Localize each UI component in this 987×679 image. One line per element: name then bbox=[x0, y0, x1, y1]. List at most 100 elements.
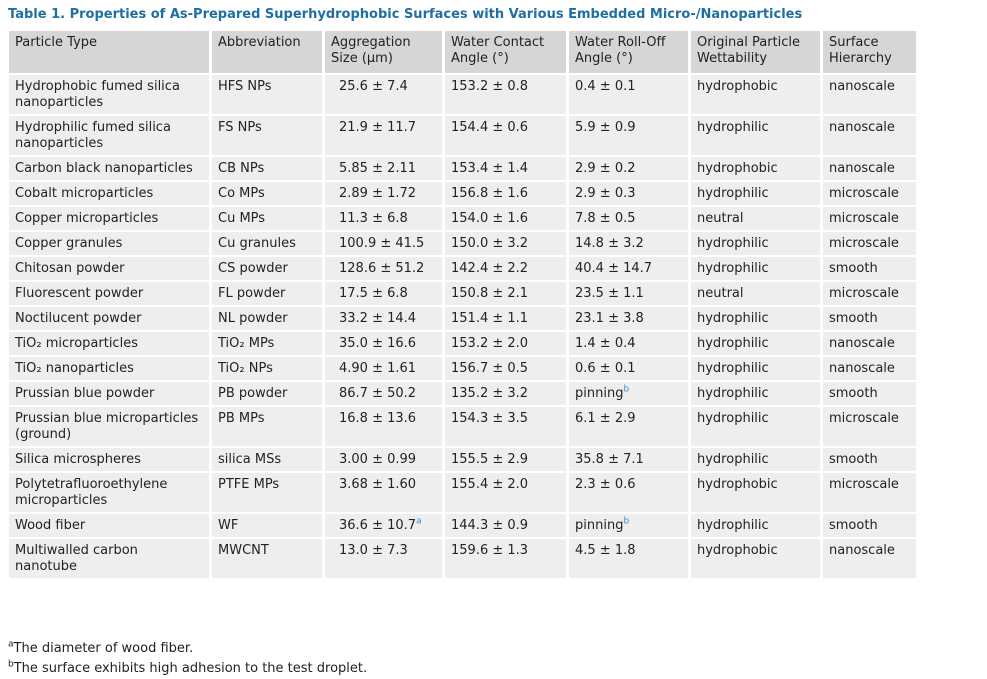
table-cell: smooth bbox=[823, 257, 916, 280]
column-header: Surface Hierarchy bbox=[823, 31, 916, 73]
table-cell: 11.3 ± 6.8 bbox=[325, 207, 442, 230]
column-header: Water Contact Angle (°) bbox=[445, 31, 566, 73]
table-cell: Fluorescent powder bbox=[9, 282, 209, 305]
table-cell: 0.6 ± 0.1 bbox=[569, 357, 688, 380]
footnotes: aThe diameter of wood fiber. bThe surface… bbox=[8, 639, 367, 679]
table-row: Silica microspheres silica MSs 3.00 ± 0.99… bbox=[9, 448, 916, 471]
table-cell: pinningb bbox=[569, 382, 688, 405]
cell-text: 36.6 ± 10.7 bbox=[339, 518, 417, 533]
table-cell: hydrophilic bbox=[691, 382, 820, 405]
table-cell: hydrophobic bbox=[691, 157, 820, 180]
table-row: TiO₂ nanoparticles TiO₂ NPs 4.90 ± 1.61 156… bbox=[9, 357, 916, 380]
table-cell: PB powder bbox=[212, 382, 322, 405]
table-cell: 35.8 ± 7.1 bbox=[569, 448, 688, 471]
table-cell: smooth bbox=[823, 448, 916, 471]
table-cell: nanoscale bbox=[823, 332, 916, 355]
table-cell: 144.3 ± 0.9 bbox=[445, 514, 566, 537]
table-cell: hydrophilic bbox=[691, 448, 820, 471]
table-row: Polytetrafluoroethylene microparticles PT… bbox=[9, 473, 916, 512]
table-cell: 135.2 ± 3.2 bbox=[445, 382, 566, 405]
footnote: aThe diameter of wood fiber. bbox=[8, 639, 367, 659]
footnote-text: The surface exhibits high adhesion to th… bbox=[13, 661, 368, 676]
table-cell: 2.9 ± 0.2 bbox=[569, 157, 688, 180]
table-row: TiO₂ microparticles TiO₂ MPs 35.0 ± 16.6 15… bbox=[9, 332, 916, 355]
table-row: Hydrophobic fumed silica nanoparticles HF… bbox=[9, 75, 916, 114]
table-title: Table 1. Properties of As-Prepared Super… bbox=[8, 7, 803, 22]
table-cell: 154.4 ± 0.6 bbox=[445, 116, 566, 155]
table-cell: 6.1 ± 2.9 bbox=[569, 407, 688, 446]
table-cell: PB MPs bbox=[212, 407, 322, 446]
table-cell: Hydrophobic fumed silica nanoparticles bbox=[9, 75, 209, 114]
table-row: Prussian blue powder PB powder 86.7 ± 50.2… bbox=[9, 382, 916, 405]
table-cell: 128.6 ± 51.2 bbox=[325, 257, 442, 280]
table-cell: hydrophobic bbox=[691, 473, 820, 512]
footnote-text: The diameter of wood fiber. bbox=[13, 641, 194, 656]
table-cell: 33.2 ± 14.4 bbox=[325, 307, 442, 330]
table-cell: nanoscale bbox=[823, 357, 916, 380]
table-cell: pinningb bbox=[569, 514, 688, 537]
table-row: Fluorescent powder FL powder 17.5 ± 6.8 150… bbox=[9, 282, 916, 305]
table-cell: hydrophilic bbox=[691, 116, 820, 155]
table-row: Chitosan powder CS powder 128.6 ± 51.2 142.… bbox=[9, 257, 916, 280]
footnote-mark: b bbox=[8, 659, 14, 670]
table-cell: Cobalt microparticles bbox=[9, 182, 209, 205]
table-cell: Cu MPs bbox=[212, 207, 322, 230]
table-cell: Silica microspheres bbox=[9, 448, 209, 471]
table-cell: 5.9 ± 0.9 bbox=[569, 116, 688, 155]
column-header: Water Roll-Off Angle (°) bbox=[569, 31, 688, 73]
table-cell: 155.5 ± 2.9 bbox=[445, 448, 566, 471]
table-cell: FL powder bbox=[212, 282, 322, 305]
table-cell: 153.2 ± 0.8 bbox=[445, 75, 566, 114]
table-cell: 86.7 ± 50.2 bbox=[325, 382, 442, 405]
table-cell: 3.68 ± 1.60 bbox=[325, 473, 442, 512]
table-cell: hydrophilic bbox=[691, 514, 820, 537]
table-cell: 21.9 ± 11.7 bbox=[325, 116, 442, 155]
table-cell: 36.6 ± 10.7a bbox=[325, 514, 442, 537]
cell-text: pinning bbox=[575, 386, 624, 401]
table-cell: TiO₂ nanoparticles bbox=[9, 357, 209, 380]
table-cell: smooth bbox=[823, 514, 916, 537]
column-header: Aggregation Size (µm) bbox=[325, 31, 442, 73]
table-row: Copper granules Cu granules 100.9 ± 41.5 15… bbox=[9, 232, 916, 255]
table-cell: HFS NPs bbox=[212, 75, 322, 114]
table-cell: 35.0 ± 16.6 bbox=[325, 332, 442, 355]
table-cell: TiO₂ microparticles bbox=[9, 332, 209, 355]
footnote-mark: b bbox=[623, 516, 630, 527]
table-cell: 40.4 ± 14.7 bbox=[569, 257, 688, 280]
table-cell: neutral bbox=[691, 207, 820, 230]
table-cell: nanoscale bbox=[823, 75, 916, 114]
table-cell: hydrophilic bbox=[691, 357, 820, 380]
table-cell: 159.6 ± 1.3 bbox=[445, 539, 566, 578]
table-cell: hydrophilic bbox=[691, 232, 820, 255]
table-cell: 1.4 ± 0.4 bbox=[569, 332, 688, 355]
table-cell: 4.90 ± 1.61 bbox=[325, 357, 442, 380]
table-cell: smooth bbox=[823, 382, 916, 405]
table-cell: CS powder bbox=[212, 257, 322, 280]
table-cell: nanoscale bbox=[823, 539, 916, 578]
table-cell: neutral bbox=[691, 282, 820, 305]
table-cell: Co MPs bbox=[212, 182, 322, 205]
table-cell: 0.4 ± 0.1 bbox=[569, 75, 688, 114]
table-cell: Carbon black nanoparticles bbox=[9, 157, 209, 180]
table-row: Cobalt microparticles Co MPs 2.89 ± 1.72 15… bbox=[9, 182, 916, 205]
table-row: Carbon black nanoparticles CB NPs 5.85 ± 2… bbox=[9, 157, 916, 180]
table-cell: microscale bbox=[823, 282, 916, 305]
table-cell: microscale bbox=[823, 207, 916, 230]
table-cell: hydrophilic bbox=[691, 332, 820, 355]
table-cell: hydrophobic bbox=[691, 539, 820, 578]
table-cell: nanoscale bbox=[823, 116, 916, 155]
footnote-mark: a bbox=[8, 639, 14, 650]
column-header: Abbreviation bbox=[212, 31, 322, 73]
cell-text: pinning bbox=[575, 518, 624, 533]
table-cell: 25.6 ± 7.4 bbox=[325, 75, 442, 114]
table-cell: TiO₂ MPs bbox=[212, 332, 322, 355]
table-cell: microscale bbox=[823, 407, 916, 446]
table-cell: hydrophilic bbox=[691, 257, 820, 280]
table-cell: 2.9 ± 0.3 bbox=[569, 182, 688, 205]
table-cell: 14.8 ± 3.2 bbox=[569, 232, 688, 255]
table-cell: Prussian blue powder bbox=[9, 382, 209, 405]
table-cell: CB NPs bbox=[212, 157, 322, 180]
table-row: Wood fiber WF 36.6 ± 10.7a 144.3 ± 0.9 pinni… bbox=[9, 514, 916, 537]
table-cell: 153.2 ± 2.0 bbox=[445, 332, 566, 355]
